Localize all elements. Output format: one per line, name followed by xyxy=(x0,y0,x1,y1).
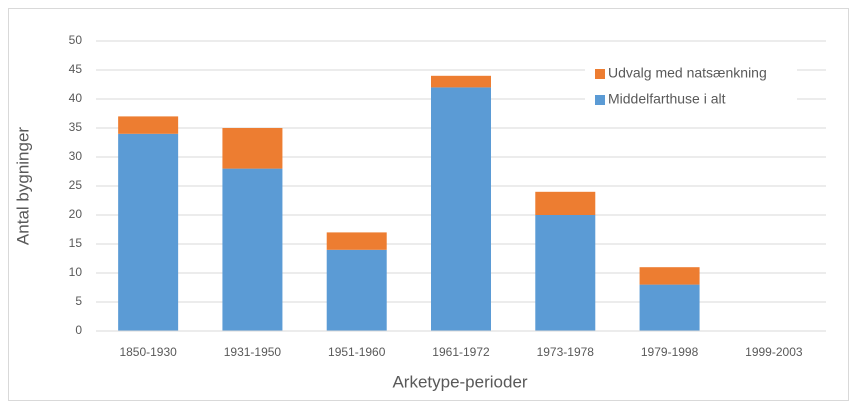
x-tick-label: 1850-1930 xyxy=(119,345,177,359)
x-axis-title: Arketype-perioder xyxy=(392,372,527,391)
bar-segment xyxy=(431,87,491,332)
legend-swatch xyxy=(595,95,605,105)
bar-segment xyxy=(639,267,700,285)
legend-box xyxy=(585,60,797,118)
bar-segment xyxy=(222,168,283,331)
y-tick-label: 30 xyxy=(69,149,83,163)
bar-segment xyxy=(326,232,387,250)
y-tick-label: 15 xyxy=(69,236,83,250)
bar-segment xyxy=(222,128,283,169)
y-tick-label: 45 xyxy=(69,62,83,76)
y-tick-label: 5 xyxy=(75,294,82,308)
x-tick-label: 1973-1978 xyxy=(537,345,595,359)
y-tick-label: 25 xyxy=(69,178,83,192)
bar-segment xyxy=(326,249,387,331)
legend-label: Udvalg med natsænkning xyxy=(608,65,767,81)
bar-segment xyxy=(431,75,491,88)
legend-label: Middelfarthuse i alt xyxy=(608,91,726,107)
bar-segment xyxy=(535,215,596,331)
y-axis-title: Antal bygninger xyxy=(13,127,32,245)
y-tick-label: 20 xyxy=(69,207,83,221)
bar-segment xyxy=(118,116,179,134)
bar-segment xyxy=(639,284,700,331)
x-tick-label: 1931-1950 xyxy=(224,345,282,359)
bar-segment xyxy=(535,191,596,215)
y-tick-label: 50 xyxy=(69,33,83,47)
bar-segment xyxy=(118,133,179,331)
y-tick-label: 35 xyxy=(69,120,83,134)
x-tick-label: 1961-1972 xyxy=(432,345,490,359)
legend-swatch xyxy=(595,69,605,79)
y-tick-label: 10 xyxy=(69,265,83,279)
x-tick-label: 1951-1960 xyxy=(328,345,386,359)
x-tick-label: 1979-1998 xyxy=(641,345,699,359)
x-tick-label: 1999-2003 xyxy=(745,345,803,359)
y-tick-label: 0 xyxy=(75,323,82,337)
y-tick-label: 40 xyxy=(69,91,83,105)
